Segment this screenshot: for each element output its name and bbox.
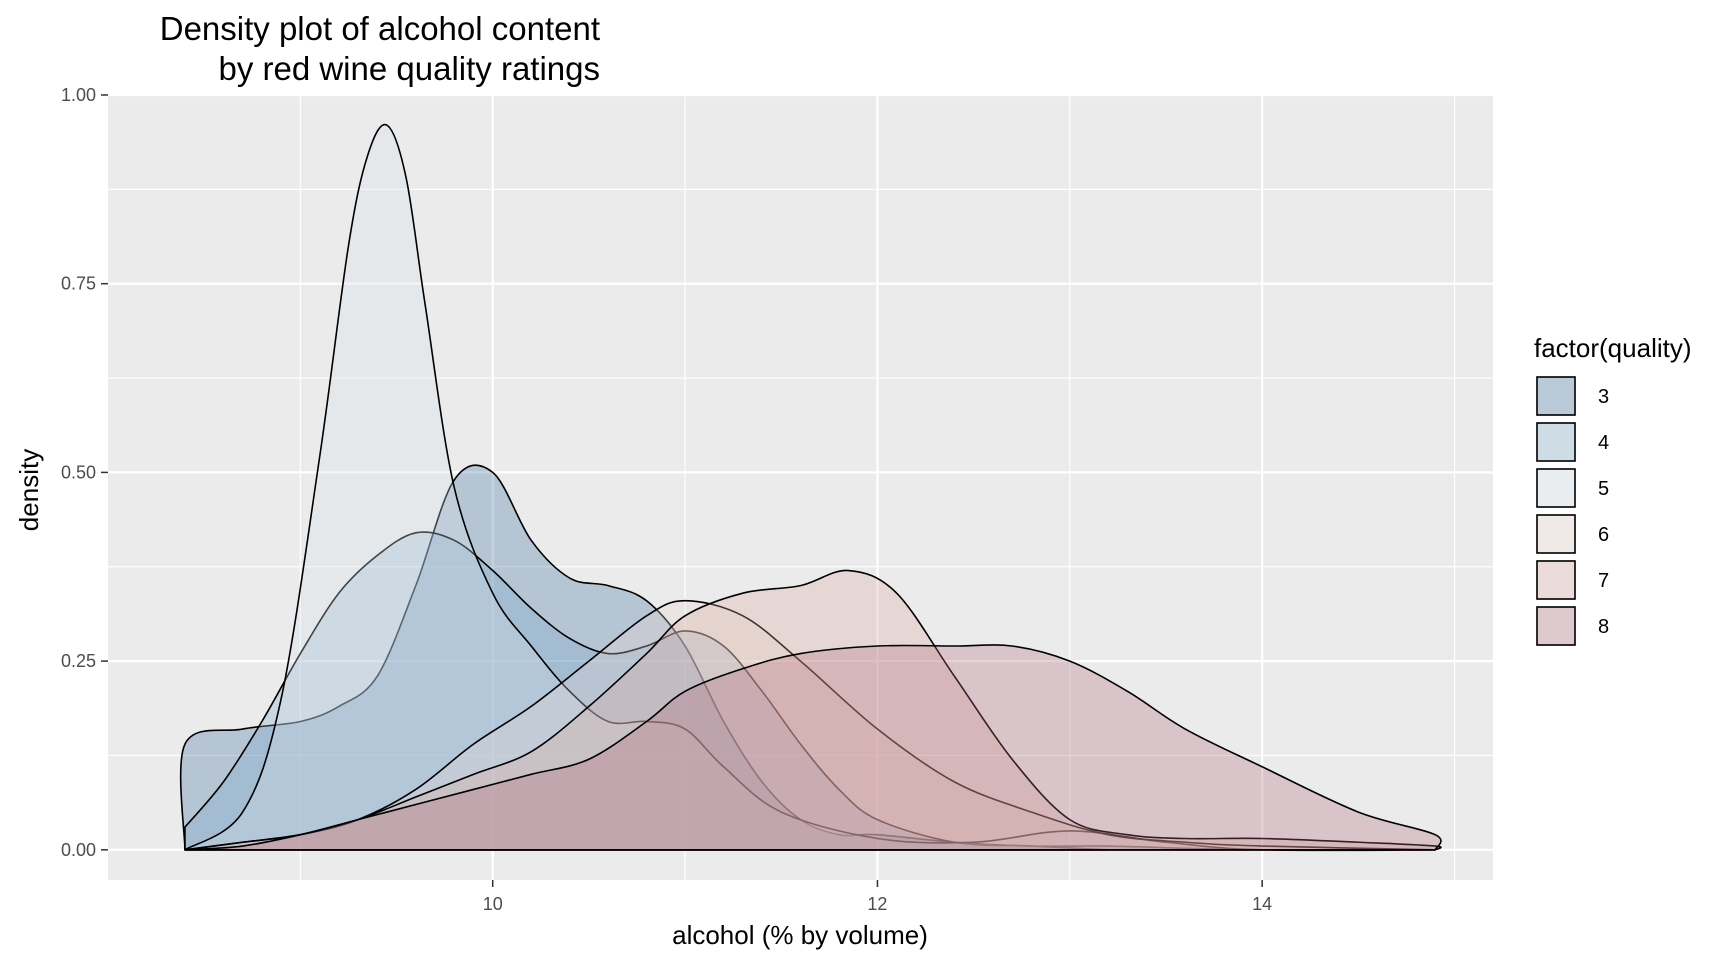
legend: 3 4 5 6 7 8 <box>1536 376 1609 646</box>
grid-lines <box>108 93 1493 880</box>
legend-label-quality-5: 5 <box>1598 478 1609 500</box>
legend-key-quality-5 <box>1536 468 1576 508</box>
legend-key-quality-8 <box>1536 606 1576 646</box>
legend-label-quality-4: 4 <box>1598 432 1609 454</box>
legend-key-quality-3 <box>1536 376 1576 416</box>
legend-title: factor(quality) <box>1534 333 1692 363</box>
legend-key-background <box>1536 606 1576 646</box>
density-area-quality-8 <box>184 644 1442 851</box>
chart-title-line-1: Density plot of alcohol content <box>160 10 600 47</box>
axis-ticks <box>101 94 1263 887</box>
density-area-quality-4 <box>184 531 1110 851</box>
y-axis-tick-label: 0.25 <box>61 651 96 671</box>
legend-label-quality-8: 8 <box>1598 616 1609 638</box>
y-axis-title: density <box>14 449 44 531</box>
density-area-quality-6 <box>184 599 1437 851</box>
legend-key-background <box>1536 514 1576 554</box>
legend-key-quality-4 <box>1536 422 1576 462</box>
density-area-quality-5 <box>184 123 1437 852</box>
density-area-quality-7 <box>184 569 1442 851</box>
x-axis-tick-labels: 10 12 14 <box>483 894 1272 914</box>
legend-label-quality-3: 3 <box>1598 386 1609 408</box>
legend-key-background <box>1536 376 1576 416</box>
chart-title-line-2: by red wine quality ratings <box>218 50 600 87</box>
density-area-quality-3 <box>179 464 1263 851</box>
legend-key-background <box>1536 560 1576 600</box>
x-axis-tick-label: 12 <box>867 894 887 914</box>
y-axis-tick-label: 0.75 <box>61 274 96 294</box>
y-axis-tick-label: 0.50 <box>61 462 96 482</box>
y-axis-tick-labels: 0.00 0.25 0.50 0.75 1.00 <box>61 85 96 860</box>
x-axis-title: alcohol (% by volume) <box>672 920 928 950</box>
legend-key-quality-7 <box>1536 560 1576 600</box>
legend-key-background <box>1536 468 1576 508</box>
legend-key-quality-6 <box>1536 514 1576 554</box>
y-axis-tick-label: 1.00 <box>61 85 96 105</box>
legend-label-quality-7: 7 <box>1598 570 1609 592</box>
y-axis-tick-label: 0.00 <box>61 840 96 860</box>
legend-label-quality-6: 6 <box>1598 524 1609 546</box>
x-axis-tick-label: 10 <box>483 894 503 914</box>
legend-key-background <box>1536 422 1576 462</box>
density-areas <box>179 123 1442 852</box>
x-axis-tick-label: 14 <box>1252 894 1272 914</box>
